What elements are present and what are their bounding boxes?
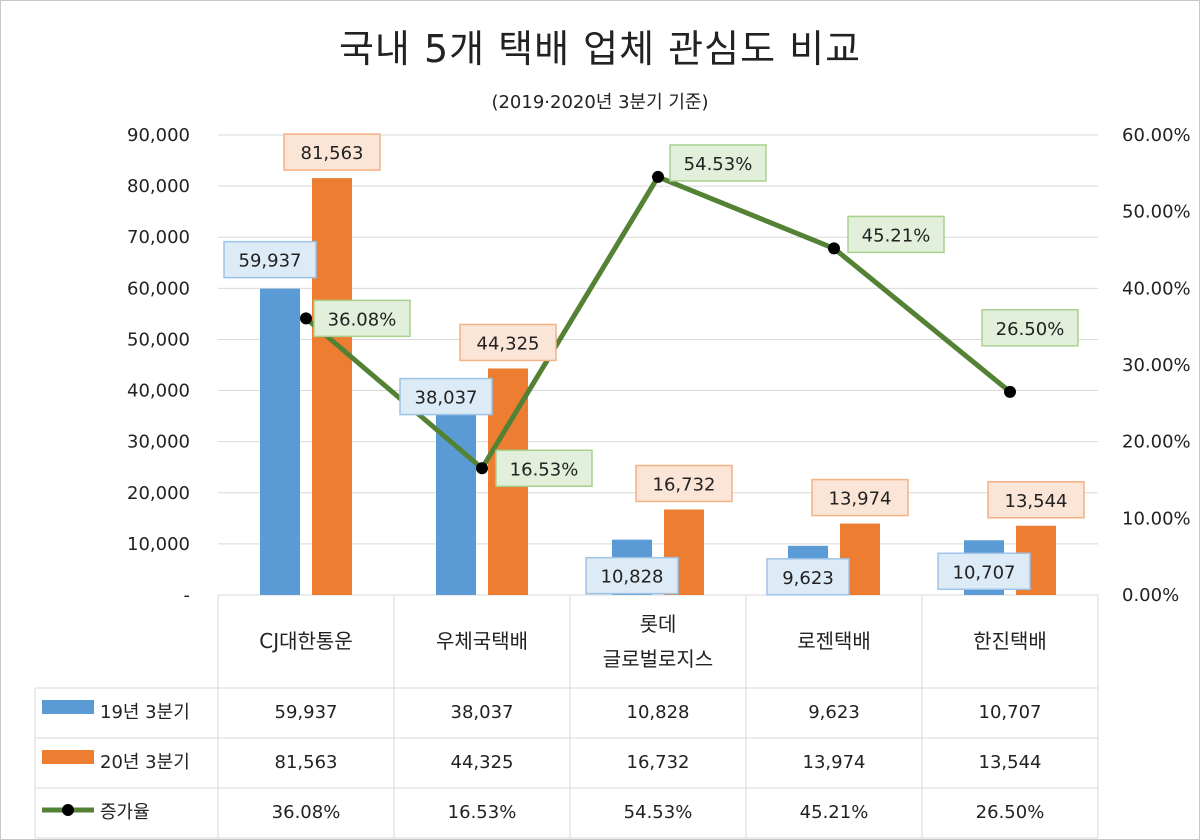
category-label: CJ대한통운 [259, 629, 352, 653]
data-label: 16.53% [510, 459, 579, 480]
line-marker [476, 462, 488, 475]
y-left-tick-label: 10,000 [127, 534, 190, 555]
y-left-tick-label: 60,000 [127, 278, 190, 299]
data-label: 81,563 [301, 143, 364, 164]
table-cell: 26.50% [976, 802, 1045, 823]
table-cell: 16.53% [448, 802, 517, 823]
data-label: 45.21% [862, 225, 931, 246]
legend-swatch [42, 700, 94, 714]
data-label: 16,732 [653, 474, 716, 495]
line-marker [300, 312, 312, 325]
table-cell: 13,974 [803, 752, 866, 773]
data-label-box [981, 309, 1079, 347]
chart-subtitle: (2019·2020년 3분기 기준) [491, 92, 709, 113]
bar [436, 400, 476, 595]
line-marker [828, 242, 840, 255]
table-cell: 16,732 [627, 752, 690, 773]
table-cell: 45.21% [800, 802, 869, 823]
data-label: 26.50% [996, 319, 1065, 340]
data-label-box [585, 556, 679, 595]
data-label-box [399, 377, 493, 416]
y-right-tick-label: 50.00% [1122, 202, 1191, 223]
table-cell: 54.53% [624, 802, 693, 823]
data-label-box [223, 240, 317, 279]
line-marker [652, 170, 664, 183]
legend-marker [62, 804, 74, 816]
data-label: 10,828 [601, 567, 664, 588]
data-label: 54.53% [684, 154, 753, 175]
data-label-box [313, 299, 411, 338]
data-label-box [495, 449, 593, 488]
y-left-tick-label: 90,000 [127, 125, 190, 146]
legend-label: 증가율 [100, 802, 150, 823]
data-label: 38,037 [415, 388, 478, 409]
y-left-tick-label: 30,000 [127, 432, 190, 453]
category-label: 로젠택배 [797, 629, 871, 653]
data-label: 59,937 [239, 251, 302, 272]
bar [260, 288, 300, 595]
data-label-box [459, 323, 557, 362]
y-left-tick-label: 80,000 [127, 176, 190, 197]
y-right-tick-label: 60.00% [1122, 125, 1191, 146]
category-label: 우체국택배 [436, 629, 528, 653]
bar [312, 178, 352, 596]
data-label-box [847, 215, 945, 254]
category-label: 글로벌로지스 [603, 647, 713, 671]
data-label-box [937, 552, 1031, 591]
table-cell: 38,037 [451, 702, 514, 723]
y-left-tick-label: 50,000 [127, 329, 190, 350]
legend-label: 20년 3분기 [100, 752, 190, 773]
table-cell: 44,325 [451, 752, 514, 773]
y-right-tick-label: 10.00% [1122, 508, 1191, 529]
data-label: 9,623 [782, 568, 834, 589]
data-label: 44,325 [477, 333, 540, 354]
table-cell: 36.08% [272, 802, 341, 823]
y-right-tick-label: 0.00% [1122, 585, 1179, 606]
data-label-box [987, 481, 1085, 519]
category-label: 롯데 [640, 612, 677, 636]
table-cell: 10,707 [979, 702, 1042, 723]
table-cell: 9,623 [808, 702, 860, 723]
table-cell: 13,544 [979, 752, 1042, 773]
table-cell: 59,937 [275, 702, 338, 723]
data-label-box [811, 478, 909, 517]
data-label-box [635, 464, 733, 503]
y-right-tick-label: 30.00% [1122, 355, 1191, 376]
data-label-box [283, 133, 381, 171]
y-right-tick-label: 40.00% [1122, 278, 1191, 299]
y-left-tick-label: 70,000 [127, 227, 190, 248]
chart-title: 국내 5개 택배 업체 관심도 비교 [338, 27, 862, 71]
data-label: 13,544 [1005, 491, 1068, 512]
data-label: 13,974 [829, 489, 892, 510]
data-label-box [766, 558, 850, 596]
data-label: 10,707 [953, 562, 1016, 583]
y-left-tick-label: - [184, 585, 191, 606]
y-left-tick-label: 40,000 [127, 381, 190, 402]
category-label: 한진택배 [973, 629, 1047, 653]
y-right-tick-label: 20.00% [1122, 432, 1191, 453]
legend-swatch [42, 750, 94, 764]
table-cell: 81,563 [275, 752, 338, 773]
table-cell: 10,828 [627, 702, 690, 723]
y-left-tick-label: 20,000 [127, 483, 190, 504]
data-label: 36.08% [328, 309, 397, 330]
legend-label: 19년 3분기 [100, 702, 190, 723]
line-marker [1004, 385, 1016, 398]
data-label-box [669, 144, 767, 182]
